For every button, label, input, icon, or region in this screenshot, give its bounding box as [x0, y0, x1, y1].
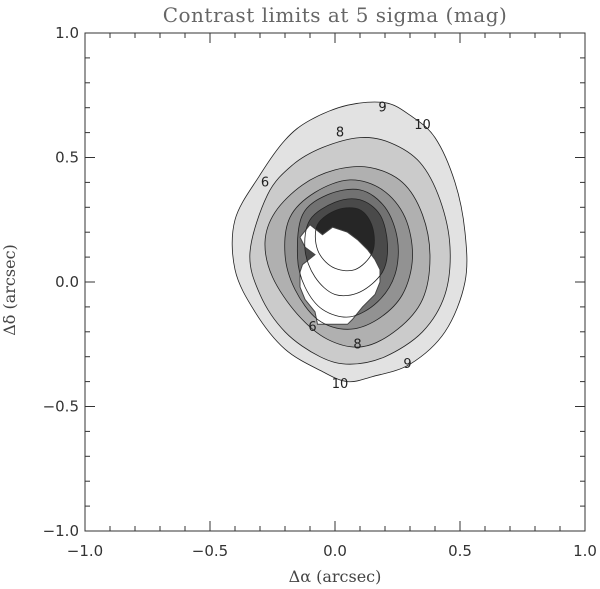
contour-label: 9	[378, 101, 386, 116]
contour-line-4	[314, 207, 375, 272]
inner-mask	[299, 223, 381, 325]
x-tick-labels: −1.0 −0.5 0.0 0.5 1.0	[67, 542, 597, 560]
y-tick-labels: −1.0 −0.5 0.0 0.5 1.0	[43, 24, 79, 540]
x-tick-label: 1.0	[573, 542, 597, 560]
contour-label: 10	[332, 377, 349, 392]
y-tick-label: −0.5	[43, 398, 79, 416]
y-tick-label: −1.0	[43, 522, 79, 540]
contour-lines	[231, 101, 468, 383]
contour-line-9	[249, 137, 451, 365]
y-tick-label: 0.0	[55, 273, 79, 291]
y-axis-label: Δδ (arcsec)	[0, 244, 19, 336]
contour-label: 10	[414, 118, 431, 133]
chart-title: Contrast limits at 5 sigma (mag)	[163, 3, 508, 27]
x-axis-label: Δα (arcsec)	[289, 567, 382, 586]
contour-line-10	[231, 101, 468, 383]
contour-line-6	[296, 188, 399, 318]
y-tick-label: 0.5	[55, 149, 79, 167]
contour-label: 8	[336, 126, 344, 141]
x-tick-label: −1.0	[67, 542, 103, 560]
contour-label: 6	[261, 175, 269, 190]
contour-label: 6	[308, 320, 316, 335]
contour-line-7	[284, 179, 413, 330]
y-tick-label: 1.0	[55, 24, 79, 42]
x-tick-label: 0.0	[323, 542, 347, 560]
x-tick-label: −0.5	[192, 542, 228, 560]
contour-label: 9	[403, 357, 411, 372]
contour-line-5	[304, 198, 388, 297]
contour-line-8	[264, 166, 431, 348]
contour-labels: 10 9 8 6 6 8 9 10	[261, 101, 431, 392]
contour-fills	[232, 101, 467, 382]
axis-ticks	[84, 32, 586, 532]
x-tick-label: 0.5	[448, 542, 472, 560]
contour-label: 8	[353, 337, 361, 352]
